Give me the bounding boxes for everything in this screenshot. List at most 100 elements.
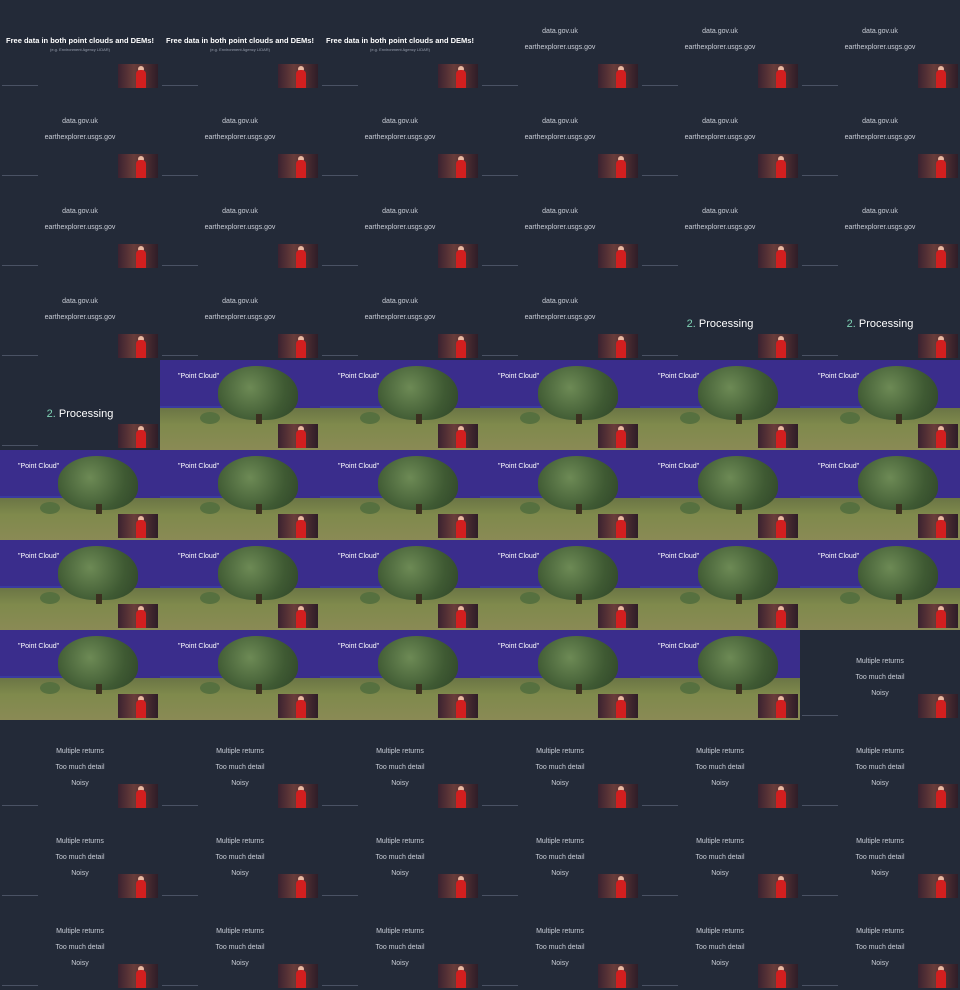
speaker-figure	[296, 970, 306, 988]
frame-tile-pointcloud[interactable]: "Point Cloud"	[480, 630, 640, 720]
speaker-video-thumbnail	[118, 874, 158, 898]
frame-tile-links[interactable]: data.gov.uk earthexplorer.usgs.gov	[800, 90, 960, 180]
frame-tile-links[interactable]: data.gov.uk earthexplorer.usgs.gov	[160, 90, 320, 180]
frame-tile-issues[interactable]: Multiple returns Too much detail Noisy	[800, 720, 960, 810]
speaker-figure	[776, 340, 786, 358]
frame-tile-pointcloud[interactable]: "Point Cloud"	[160, 450, 320, 540]
frame-tile-pointcloud[interactable]: "Point Cloud"	[640, 630, 800, 720]
frame-tile-issues[interactable]: Multiple returns Too much detail Noisy	[160, 810, 320, 900]
frame-tile-pointcloud[interactable]: "Point Cloud"	[480, 450, 640, 540]
issue-noisy: Noisy	[231, 960, 249, 967]
section-number: 2.	[846, 318, 856, 330]
point-cloud-tree	[58, 456, 138, 510]
frame-tile-title[interactable]: Free data in both point clouds and DEMs!…	[0, 0, 160, 90]
frame-tile-links[interactable]: data.gov.uk earthexplorer.usgs.gov	[0, 270, 160, 360]
frame-tile-links[interactable]: data.gov.uk earthexplorer.usgs.gov	[800, 0, 960, 90]
frame-tile-links[interactable]: data.gov.uk earthexplorer.usgs.gov	[640, 0, 800, 90]
frame-tile-title[interactable]: Free data in both point clouds and DEMs!…	[160, 0, 320, 90]
speaker-head	[138, 246, 144, 252]
speaker-head	[458, 606, 464, 612]
frame-tile-pointcloud[interactable]: "Point Cloud"	[640, 450, 800, 540]
frame-tile-links[interactable]: data.gov.uk earthexplorer.usgs.gov	[160, 180, 320, 270]
frame-tile-links[interactable]: data.gov.uk earthexplorer.usgs.gov	[0, 180, 160, 270]
frame-tile-pointcloud[interactable]: "Point Cloud"	[320, 450, 480, 540]
slide-footer-line	[642, 175, 678, 176]
frame-tile-issues[interactable]: Multiple returns Too much detail Noisy	[320, 810, 480, 900]
frame-tile-issues[interactable]: Multiple returns Too much detail Noisy	[0, 810, 160, 900]
frame-tile-pointcloud[interactable]: "Point Cloud"	[800, 540, 960, 630]
point-cloud-shrub	[680, 412, 700, 424]
frame-tile-issues[interactable]: Multiple returns Too much detail Noisy	[480, 720, 640, 810]
speaker-figure	[136, 340, 146, 358]
speaker-figure	[936, 790, 946, 808]
frame-tile-issues[interactable]: Multiple returns Too much detail Noisy	[480, 900, 640, 990]
frame-tile-processing[interactable]: 2. Processing	[800, 270, 960, 360]
speaker-figure	[616, 70, 626, 88]
frame-tile-issues[interactable]: Multiple returns Too much detail Noisy	[0, 720, 160, 810]
frame-tile-links[interactable]: data.gov.uk earthexplorer.usgs.gov	[640, 180, 800, 270]
speaker-video-thumbnail	[278, 694, 318, 718]
frame-tile-issues[interactable]: Multiple returns Too much detail Noisy	[800, 630, 960, 720]
slide-footer-line	[642, 895, 678, 896]
frame-tile-processing[interactable]: 2. Processing	[640, 270, 800, 360]
speaker-figure	[936, 430, 946, 448]
frame-tile-pointcloud[interactable]: "Point Cloud"	[800, 450, 960, 540]
frame-tile-issues[interactable]: Multiple returns Too much detail Noisy	[800, 810, 960, 900]
frame-tile-links[interactable]: data.gov.uk earthexplorer.usgs.gov	[480, 270, 640, 360]
frame-tile-title[interactable]: Free data in both point clouds and DEMs!…	[320, 0, 480, 90]
slide-footer-line	[2, 85, 38, 86]
frame-tile-links[interactable]: data.gov.uk earthexplorer.usgs.gov	[0, 90, 160, 180]
speaker-video-thumbnail	[278, 874, 318, 898]
frame-tile-pointcloud[interactable]: "Point Cloud"	[640, 540, 800, 630]
frame-tile-issues[interactable]: Multiple returns Too much detail Noisy	[320, 720, 480, 810]
speaker-video-thumbnail	[438, 64, 478, 88]
frame-tile-pointcloud[interactable]: "Point Cloud"	[0, 630, 160, 720]
frame-tile-pointcloud[interactable]: "Point Cloud"	[160, 360, 320, 450]
frame-tile-pointcloud[interactable]: "Point Cloud"	[160, 630, 320, 720]
frame-tile-issues[interactable]: Multiple returns Too much detail Noisy	[640, 720, 800, 810]
point-cloud-tree	[698, 456, 778, 510]
slide-footer-line	[802, 355, 838, 356]
frame-tile-links[interactable]: data.gov.uk earthexplorer.usgs.gov	[480, 180, 640, 270]
frame-tile-links[interactable]: data.gov.uk earthexplorer.usgs.gov	[160, 270, 320, 360]
speaker-figure	[136, 430, 146, 448]
frame-tile-links[interactable]: data.gov.uk earthexplorer.usgs.gov	[800, 180, 960, 270]
point-cloud-shrub	[40, 682, 60, 694]
frame-tile-links[interactable]: data.gov.uk earthexplorer.usgs.gov	[480, 0, 640, 90]
issue-multiple-returns: Multiple returns	[216, 748, 264, 755]
issue-too-much-detail: Too much detail	[855, 854, 905, 861]
frame-tile-pointcloud[interactable]: "Point Cloud"	[160, 540, 320, 630]
frame-tile-issues[interactable]: Multiple returns Too much detail Noisy	[640, 900, 800, 990]
speaker-head	[938, 786, 944, 792]
frame-tile-processing[interactable]: 2. Processing	[0, 360, 160, 450]
frame-tile-pointcloud[interactable]: "Point Cloud"	[0, 450, 160, 540]
frame-tile-issues[interactable]: Multiple returns Too much detail Noisy	[480, 810, 640, 900]
section-label: Processing	[858, 318, 914, 330]
slide-footer-line	[162, 895, 198, 896]
frame-tile-issues[interactable]: Multiple returns Too much detail Noisy	[640, 810, 800, 900]
frame-tile-links[interactable]: data.gov.uk earthexplorer.usgs.gov	[320, 90, 480, 180]
frame-tile-links[interactable]: data.gov.uk earthexplorer.usgs.gov	[480, 90, 640, 180]
frame-tile-links[interactable]: data.gov.uk earthexplorer.usgs.gov	[640, 90, 800, 180]
speaker-figure	[456, 70, 466, 88]
frame-tile-pointcloud[interactable]: "Point Cloud"	[800, 360, 960, 450]
frame-tile-links[interactable]: data.gov.uk earthexplorer.usgs.gov	[320, 180, 480, 270]
frame-tile-pointcloud[interactable]: "Point Cloud"	[640, 360, 800, 450]
frame-tile-pointcloud[interactable]: "Point Cloud"	[320, 630, 480, 720]
speaker-head	[778, 786, 784, 792]
frame-tile-links[interactable]: data.gov.uk earthexplorer.usgs.gov	[320, 270, 480, 360]
speaker-head	[618, 516, 624, 522]
frame-tile-pointcloud[interactable]: "Point Cloud"	[480, 360, 640, 450]
frame-tile-issues[interactable]: Multiple returns Too much detail Noisy	[320, 900, 480, 990]
frame-tile-issues[interactable]: Multiple returns Too much detail Noisy	[0, 900, 160, 990]
frame-tile-pointcloud[interactable]: "Point Cloud"	[0, 540, 160, 630]
frame-tile-pointcloud[interactable]: "Point Cloud"	[320, 360, 480, 450]
slide-footer-line	[2, 175, 38, 176]
frame-tile-pointcloud[interactable]: "Point Cloud"	[480, 540, 640, 630]
issue-noisy: Noisy	[711, 780, 729, 787]
frame-tile-issues[interactable]: Multiple returns Too much detail Noisy	[800, 900, 960, 990]
frame-tile-issues[interactable]: Multiple returns Too much detail Noisy	[160, 900, 320, 990]
speaker-figure	[296, 340, 306, 358]
frame-tile-issues[interactable]: Multiple returns Too much detail Noisy	[160, 720, 320, 810]
frame-tile-pointcloud[interactable]: "Point Cloud"	[320, 540, 480, 630]
